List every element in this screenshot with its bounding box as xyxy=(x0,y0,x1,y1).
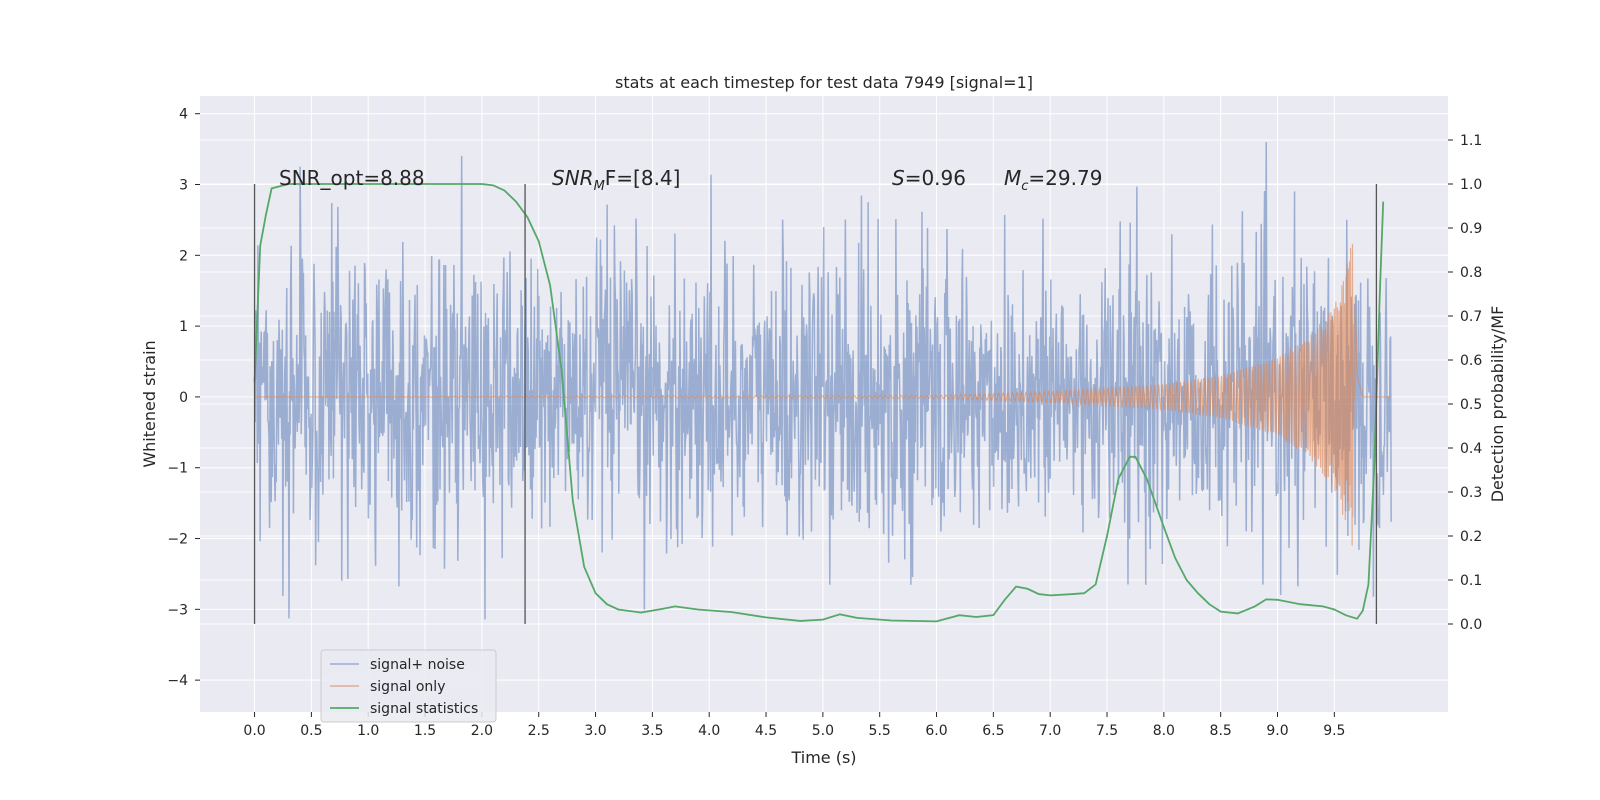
y-right-tick-label: 0.5 xyxy=(1460,397,1482,413)
series-layer xyxy=(253,142,1392,623)
y-left-tick-label: −3 xyxy=(167,602,188,618)
x-tick-label: 2.0 xyxy=(471,723,493,739)
y-left-tick-label: 2 xyxy=(179,248,188,264)
annotation-snr-mf: SNRMF=[8.4] xyxy=(552,166,680,194)
vline-layer xyxy=(253,184,1378,624)
x-tick-label: 0.5 xyxy=(300,723,322,739)
y-right-tick-label: 0.9 xyxy=(1460,221,1482,237)
x-tick-label: 3.5 xyxy=(641,723,663,739)
x-tick-label: 4.0 xyxy=(698,723,720,739)
legend-label-signal-statistics: signal statistics xyxy=(370,701,478,717)
y-left-tick-label: −1 xyxy=(167,461,188,477)
x-tick-label: 5.0 xyxy=(812,723,834,739)
x-tick-label: 6.5 xyxy=(982,723,1004,739)
annotation-mc-value: =29.79 xyxy=(1028,166,1102,190)
y-right-tick-label: 0.0 xyxy=(1460,617,1482,633)
y-right-tick-label: 1.1 xyxy=(1460,133,1482,149)
x-tick-label: 7.0 xyxy=(1039,723,1061,739)
y-left-tick-label: 1 xyxy=(179,319,188,335)
y-right-tick-label: 1.0 xyxy=(1460,177,1482,193)
x-tick-label: 8.0 xyxy=(1153,723,1175,739)
x-axis-label: Time (s) xyxy=(790,748,856,767)
annotation-snr-opt: SNR_opt=8.88 xyxy=(279,166,425,190)
y-right-tick-label: 0.1 xyxy=(1460,573,1482,589)
legend: signal+ noise signal only signal statist… xyxy=(320,649,497,723)
x-tick-label: 6.0 xyxy=(925,723,947,739)
x-tick-label: 1.0 xyxy=(357,723,379,739)
y-left-tick-label: 0 xyxy=(179,390,188,406)
series-signal-statistics-line xyxy=(253,183,1385,623)
x-tick-label: 4.5 xyxy=(755,723,777,739)
annotation-mc-sub: c xyxy=(1021,179,1028,194)
x-tick-label: 5.5 xyxy=(869,723,891,739)
y-right-tick-label: 0.3 xyxy=(1460,485,1482,501)
annotation-snr-mf-sub: M xyxy=(594,179,605,194)
annotation-snr-mf-base: SNR xyxy=(552,166,594,190)
annotation-s: S=0.96 xyxy=(892,166,966,190)
y-left-tick-label: 3 xyxy=(179,178,188,194)
annotation-snr-mf-rest: F=[8.4] xyxy=(605,166,681,190)
x-tick-label: 1.5 xyxy=(414,723,436,739)
y-left-tick-label: 4 xyxy=(179,107,188,123)
x-tick-label: 7.5 xyxy=(1096,723,1118,739)
annotation-s-label: S xyxy=(892,166,905,190)
x-tick-label: 8.5 xyxy=(1210,723,1232,739)
series-signal-only-line xyxy=(254,243,1392,546)
y-right-tick-label: 0.4 xyxy=(1460,441,1482,457)
y-right-tick-label: 0.6 xyxy=(1460,353,1482,369)
annotation-mc-label: M xyxy=(1004,166,1021,190)
x-tick-label: 9.5 xyxy=(1323,723,1345,739)
chart-title: stats at each timestep for test data 794… xyxy=(615,73,1033,92)
x-tick-label: 2.5 xyxy=(528,723,550,739)
x-tick-label: 3.0 xyxy=(584,723,606,739)
x-tick-label: 9.0 xyxy=(1266,723,1288,739)
legend-label-signal-noise: signal+ noise xyxy=(370,657,465,673)
y-axis-right-label: Detection probability/MF xyxy=(1488,306,1507,503)
y-axis-left-label: Whitened strain xyxy=(140,340,159,467)
legend-box xyxy=(320,649,497,723)
y-right-tick-label: 0.2 xyxy=(1460,529,1482,545)
legend-label-signal-only: signal only xyxy=(370,679,445,695)
y-left-tick-label: −4 xyxy=(167,673,188,689)
y-left-tick-label: −2 xyxy=(167,532,188,548)
y-right-tick-label: 0.7 xyxy=(1460,309,1482,325)
series-signal-noise-line xyxy=(253,142,1392,620)
y-right-tick-label: 0.8 xyxy=(1460,265,1482,281)
annotation-mc: Mc=29.79 xyxy=(1004,166,1102,194)
x-tick-label: 0.0 xyxy=(243,723,265,739)
tick-layer: 0.0 0.5 1.0 1.5 2.0 2.5 3.0 3.5 4.0 4.5 5.0 5.5 6.0 6… xyxy=(167,107,1482,739)
annotation-s-value: =0.96 xyxy=(905,166,966,190)
